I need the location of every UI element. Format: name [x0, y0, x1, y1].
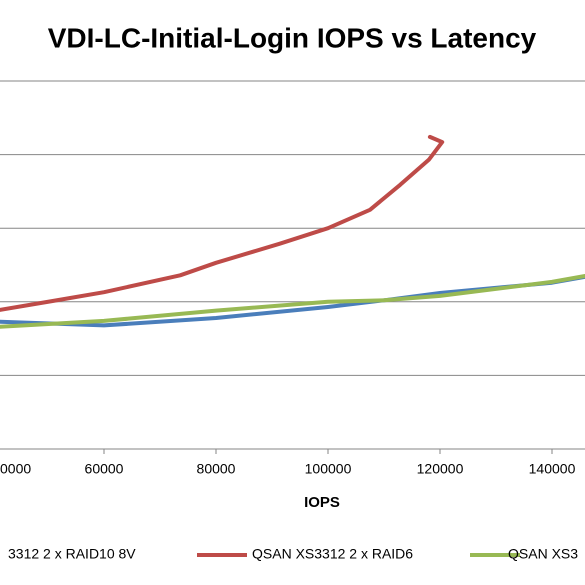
- legend-label: QSAN XS3312 2 x RAID6: [252, 546, 413, 562]
- x-tick-label: 0000: [0, 461, 31, 477]
- chart-title: VDI-LC-Initial-Login IOPS vs Latency: [48, 22, 537, 53]
- x-tick-label: 60000: [85, 461, 124, 477]
- x-tick-label: 140000: [529, 461, 576, 477]
- series-line: [0, 274, 585, 329]
- legend-label: 3312 2 x RAID10 8V: [8, 546, 136, 562]
- series-line: [0, 274, 585, 328]
- x-tick-label: 80000: [197, 461, 236, 477]
- x-tick-label: 100000: [305, 461, 352, 477]
- series-line: [0, 134, 445, 312]
- x-tick-label: 120000: [417, 461, 464, 477]
- x-axis-title: IOPS: [304, 494, 340, 511]
- legend-label: QSAN XS3: [508, 546, 578, 562]
